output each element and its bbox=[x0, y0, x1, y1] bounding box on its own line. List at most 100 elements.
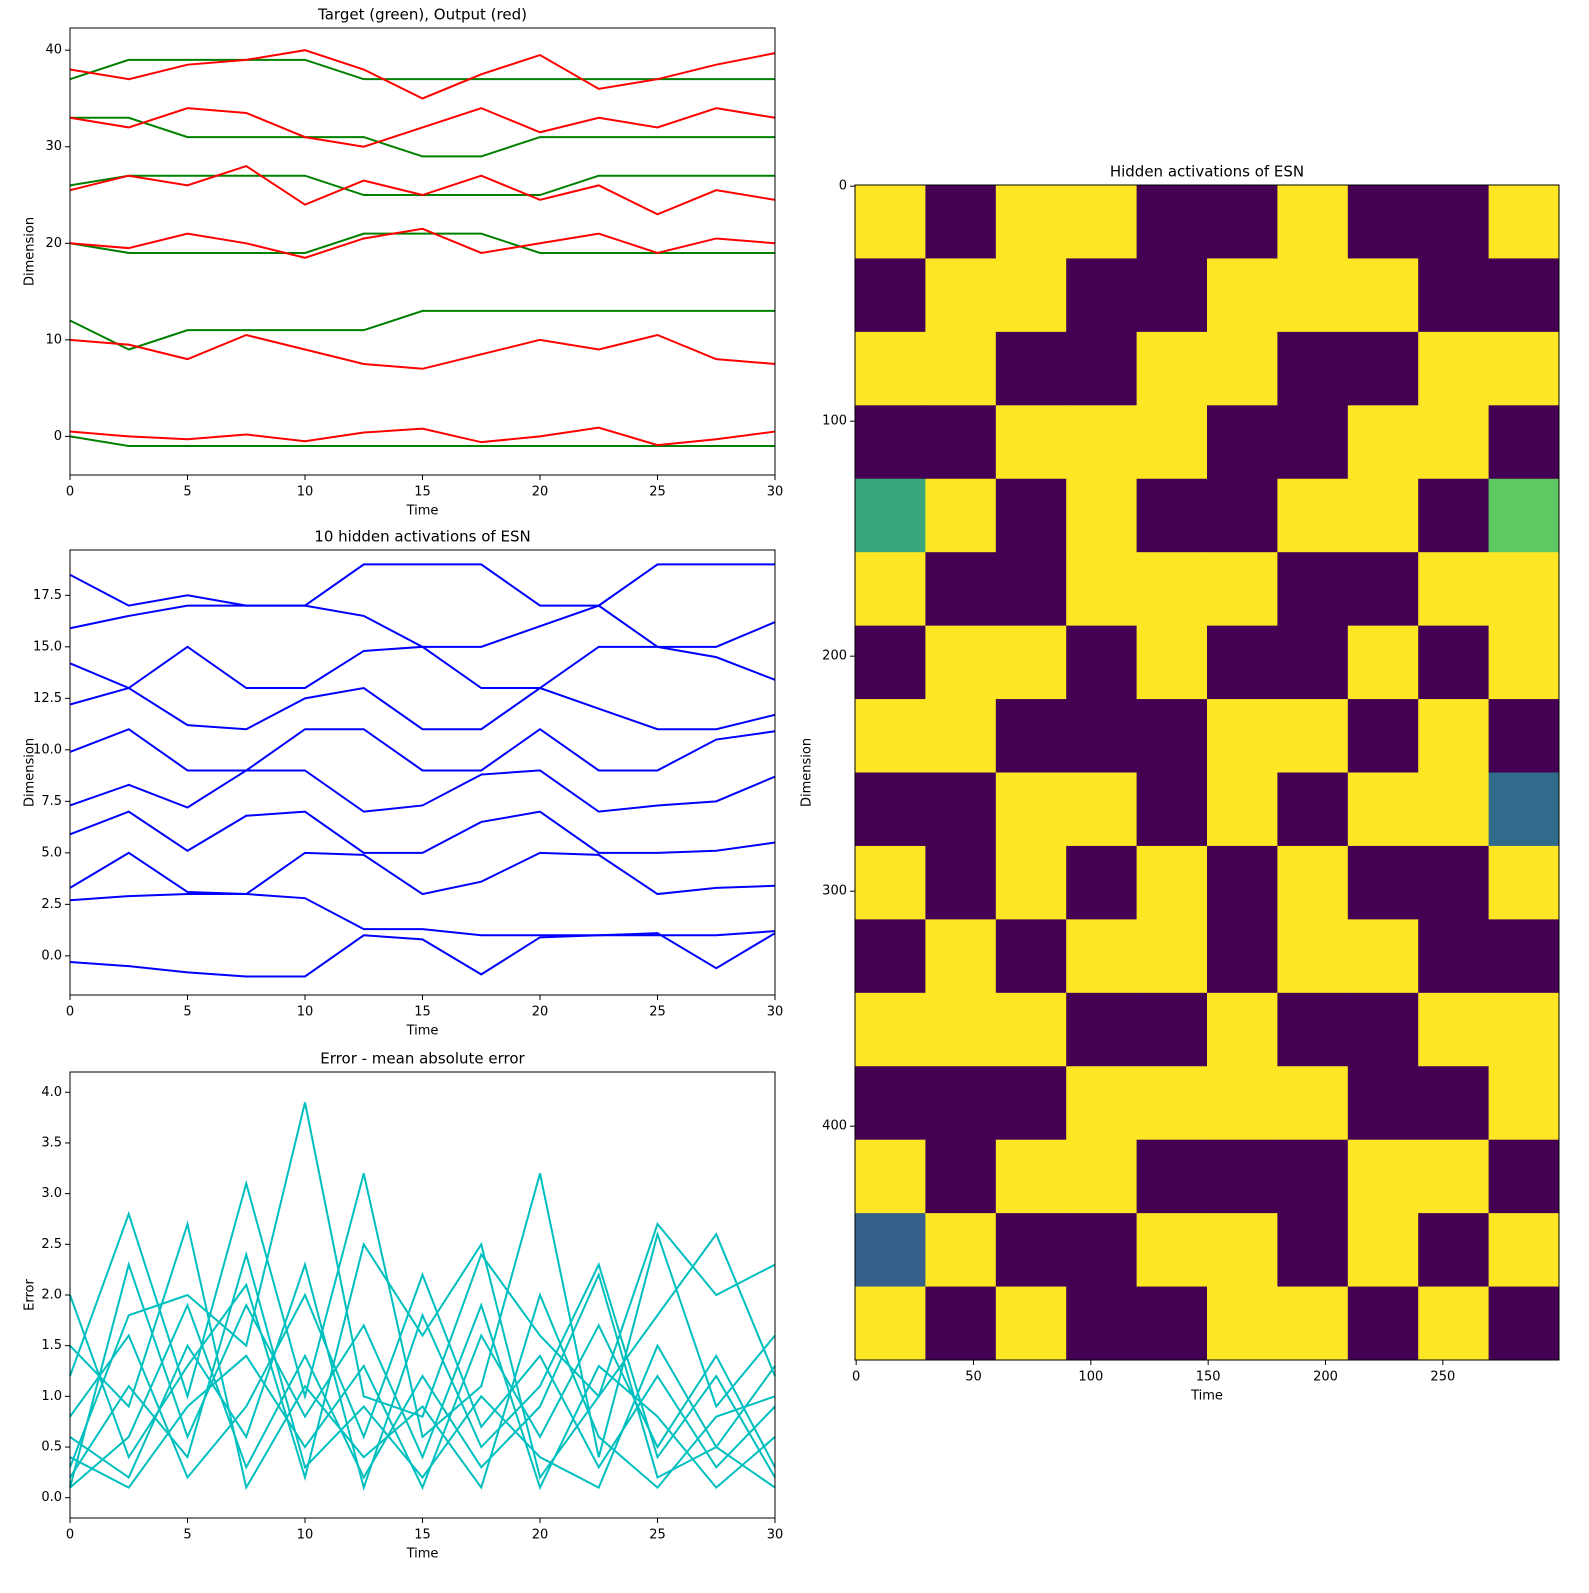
y-tick-label: 1.5 bbox=[41, 1338, 62, 1353]
x-tick-label: 0 bbox=[66, 1528, 74, 1543]
heatmap-cell bbox=[1347, 1286, 1419, 1361]
heatmap-cell bbox=[1488, 405, 1560, 480]
heatmap-cell bbox=[1136, 331, 1208, 406]
y-tick-label: 2.5 bbox=[41, 1237, 62, 1252]
x-tick-label: 25 bbox=[649, 1528, 666, 1543]
heatmap-cell bbox=[1277, 625, 1349, 700]
y-tick-label: 2.0 bbox=[41, 1288, 62, 1303]
heatmap-cell bbox=[1488, 1213, 1560, 1288]
heatmap-cell bbox=[995, 185, 1067, 259]
heatmap-cell bbox=[995, 1066, 1067, 1141]
heatmap-cell bbox=[1488, 699, 1560, 773]
line bbox=[69, 1261, 776, 1491]
y-tick-label: 1.0 bbox=[41, 1389, 62, 1404]
heatmap-cell bbox=[1207, 258, 1278, 333]
heatmap-cell bbox=[1136, 1066, 1208, 1141]
y-tick-label: 17.5 bbox=[33, 588, 62, 603]
heatmap-cell bbox=[925, 258, 997, 333]
heatmap-cell bbox=[995, 405, 1067, 480]
heatmap-cell bbox=[1418, 699, 1490, 773]
line bbox=[69, 49, 776, 100]
x-tick-label: 0 bbox=[66, 485, 74, 500]
heatmap-cell bbox=[1418, 919, 1490, 994]
heatmap-cell bbox=[855, 845, 926, 920]
chart-title: Error - mean absolute error bbox=[320, 1050, 525, 1068]
heatmap-cell bbox=[1207, 919, 1278, 994]
x-axis-label: Time bbox=[406, 1547, 439, 1562]
heatmap-cell bbox=[995, 552, 1067, 627]
x-axis-label: Time bbox=[406, 504, 439, 519]
heatmap-cell bbox=[1347, 699, 1419, 773]
heatmap-cell bbox=[1207, 331, 1278, 406]
heatmap-cell bbox=[1347, 625, 1419, 700]
heatmap-cell bbox=[925, 919, 997, 994]
heatmap-cell bbox=[995, 258, 1067, 333]
heatmap-cell bbox=[1277, 185, 1349, 259]
heatmap-cell bbox=[1277, 405, 1349, 480]
heatmap-cell bbox=[1347, 405, 1419, 480]
heatmap-cell bbox=[1207, 699, 1278, 773]
heatmap-cell bbox=[995, 845, 1067, 920]
heatmap-cell bbox=[1347, 1213, 1419, 1288]
heatmap-cell bbox=[925, 478, 997, 553]
heatmap-cell bbox=[1418, 1139, 1490, 1214]
line bbox=[69, 309, 775, 351]
heatmap-cell bbox=[855, 919, 926, 994]
heatmap-cell bbox=[1347, 478, 1419, 553]
heatmap-cell bbox=[1488, 185, 1560, 259]
heatmap-cell bbox=[1488, 772, 1560, 847]
line bbox=[69, 164, 776, 216]
x-tick-label: 0 bbox=[66, 1005, 74, 1020]
x-tick-label: 5 bbox=[183, 1005, 191, 1020]
heatmap-cell bbox=[1066, 919, 1138, 994]
heatmap-cell bbox=[1347, 1066, 1419, 1141]
x-tick-label: 20 bbox=[532, 1005, 549, 1020]
heatmap-cell bbox=[1066, 772, 1138, 847]
x-tick-label: 15 bbox=[414, 1005, 431, 1020]
heatmap-cell bbox=[1207, 1286, 1278, 1361]
heatmap-cell bbox=[1418, 405, 1490, 480]
x-tick-label: 30 bbox=[767, 485, 784, 500]
y-tick-label: 0.5 bbox=[41, 1440, 62, 1455]
heatmap-cell bbox=[855, 552, 926, 627]
line bbox=[69, 1271, 776, 1489]
y-tick-label: 40 bbox=[45, 43, 62, 58]
heatmap-cell bbox=[1136, 1139, 1208, 1214]
line bbox=[69, 1220, 776, 1491]
heatmap-cell bbox=[1136, 258, 1208, 333]
x-tick-label: 50 bbox=[965, 1370, 982, 1385]
heatmap-cell bbox=[925, 552, 997, 627]
heatmap-cell bbox=[1277, 1139, 1349, 1214]
heatmap-cell bbox=[1347, 185, 1419, 259]
heatmap-cell bbox=[995, 772, 1067, 847]
heatmap-cell bbox=[1418, 185, 1490, 259]
heatmap-cell bbox=[1488, 258, 1560, 333]
y-tick-label: 2.5 bbox=[41, 897, 62, 912]
heatmap-cell bbox=[1066, 258, 1138, 333]
line bbox=[69, 1261, 776, 1492]
line bbox=[69, 1271, 776, 1480]
heatmap-cell bbox=[1207, 1139, 1278, 1214]
heatmap-cell bbox=[1066, 478, 1138, 553]
x-tick-label: 0 bbox=[852, 1370, 860, 1385]
y-tick-label: 400 bbox=[822, 1119, 847, 1134]
heatmap-cell bbox=[925, 772, 997, 847]
heatmap-cell bbox=[1136, 772, 1208, 847]
heatmap-cell bbox=[995, 331, 1067, 406]
heatmap-cell bbox=[1207, 625, 1278, 700]
heatmap-cell bbox=[995, 1139, 1067, 1214]
line bbox=[69, 333, 776, 370]
heatmap-cell bbox=[1066, 1213, 1138, 1288]
x-tick-label: 20 bbox=[532, 1528, 549, 1543]
heatmap-cell bbox=[1418, 258, 1490, 333]
axes-frame bbox=[69, 27, 776, 476]
heatmap-cell bbox=[1277, 919, 1349, 994]
x-axis-label: Time bbox=[1190, 1389, 1223, 1404]
heatmap-cell bbox=[1066, 552, 1138, 627]
heatmap-cell bbox=[1207, 405, 1278, 480]
x-tick-label: 5 bbox=[183, 485, 191, 500]
x-tick-label: 100 bbox=[1078, 1370, 1103, 1385]
heatmap-cell bbox=[1136, 1213, 1208, 1288]
y-tick-label: 3.0 bbox=[41, 1186, 62, 1201]
heatmap-cell bbox=[1277, 552, 1349, 627]
